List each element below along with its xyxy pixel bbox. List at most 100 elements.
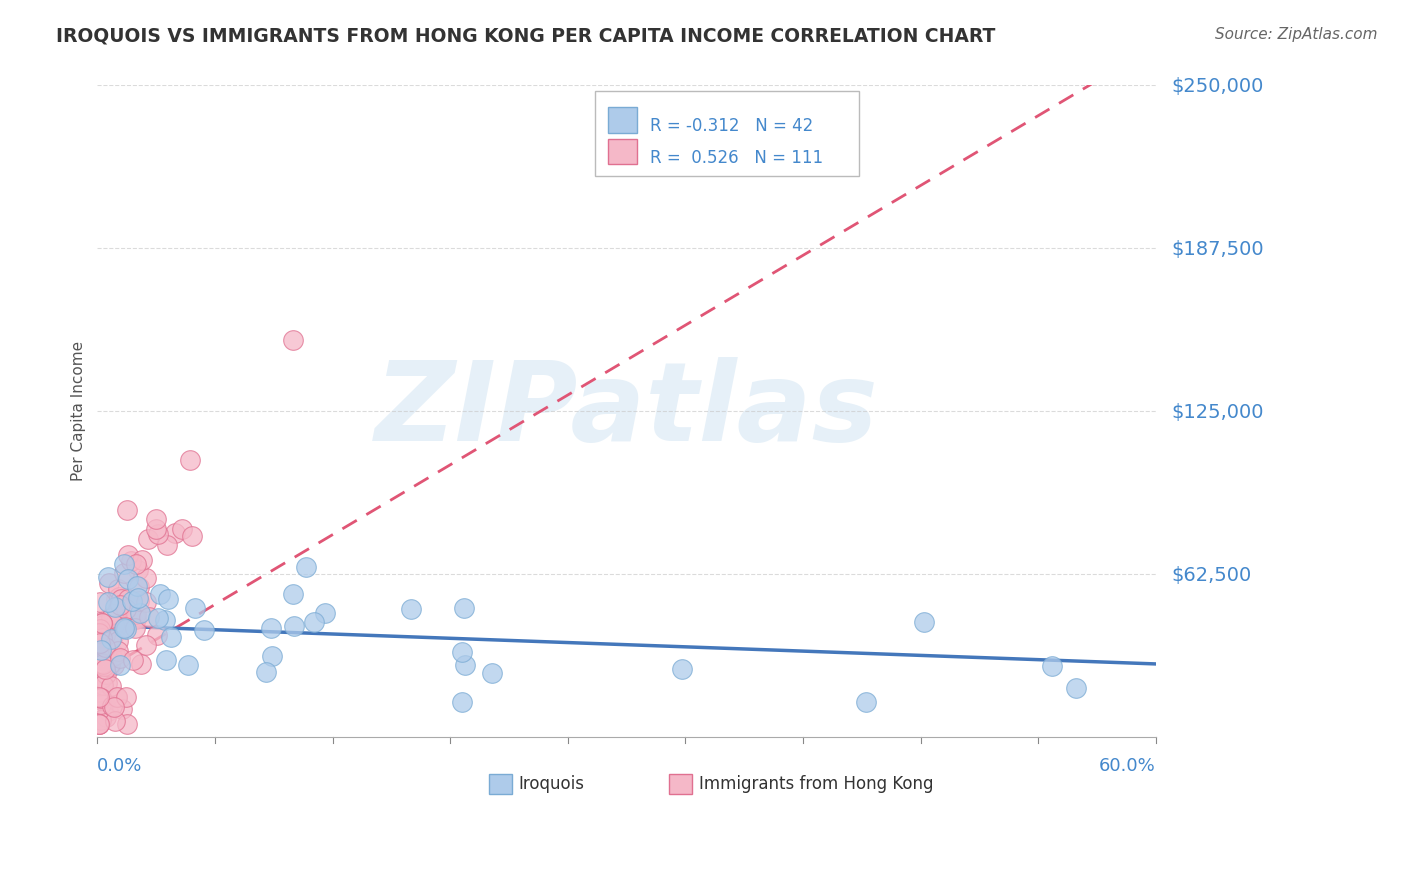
Point xyxy=(100,658,122,673)
Point xyxy=(87,647,110,661)
Point xyxy=(91,671,114,685)
Text: 60.0%: 60.0% xyxy=(1099,756,1156,774)
Text: R =  0.526   N = 111: R = 0.526 N = 111 xyxy=(650,149,823,167)
Point xyxy=(127,579,149,593)
Point xyxy=(97,570,120,584)
Point xyxy=(104,599,127,614)
Point xyxy=(124,621,146,635)
Point xyxy=(108,658,131,673)
Y-axis label: Per Capita Income: Per Capita Income xyxy=(72,341,86,481)
Point xyxy=(115,622,138,636)
Point xyxy=(89,615,111,630)
Point xyxy=(125,558,148,572)
Point xyxy=(295,559,318,574)
Point xyxy=(97,704,120,718)
Point xyxy=(87,679,110,693)
Point xyxy=(283,618,305,632)
Point xyxy=(89,623,111,637)
Point xyxy=(110,701,132,715)
Point xyxy=(145,522,167,536)
Point xyxy=(104,648,127,662)
Point xyxy=(107,633,129,648)
Point xyxy=(314,606,336,620)
Point xyxy=(87,690,110,705)
Point xyxy=(87,716,110,731)
Point xyxy=(89,636,111,650)
Point xyxy=(135,595,157,609)
Point xyxy=(100,679,122,693)
Point xyxy=(283,587,305,601)
Point xyxy=(138,532,160,546)
Bar xyxy=(489,774,512,794)
Point xyxy=(148,611,170,625)
Point xyxy=(97,576,120,591)
Point xyxy=(912,615,935,629)
Text: Iroquois: Iroquois xyxy=(519,775,585,793)
Point xyxy=(146,527,169,541)
Point xyxy=(103,618,125,632)
Point xyxy=(91,648,114,662)
Point xyxy=(176,658,198,673)
Point xyxy=(260,648,283,663)
Point xyxy=(254,665,277,679)
Point xyxy=(105,592,128,607)
Bar xyxy=(607,107,637,133)
Point xyxy=(138,610,160,624)
Point xyxy=(128,593,150,607)
Point xyxy=(90,690,112,705)
Point xyxy=(121,612,143,626)
Point xyxy=(135,571,157,585)
Point xyxy=(97,595,120,609)
Point xyxy=(855,695,877,709)
Point xyxy=(90,684,112,698)
Point xyxy=(87,627,110,641)
Point xyxy=(100,611,122,625)
Point xyxy=(107,644,129,658)
Point xyxy=(108,599,131,613)
Point xyxy=(153,613,176,627)
Point xyxy=(450,695,472,709)
Point xyxy=(90,713,112,727)
Point xyxy=(107,590,129,604)
Point xyxy=(101,650,124,665)
Point xyxy=(172,522,194,536)
Point xyxy=(128,606,150,620)
Point xyxy=(90,616,112,631)
Point xyxy=(87,625,110,640)
Point xyxy=(90,643,112,657)
Point xyxy=(94,640,117,655)
Point xyxy=(107,617,129,632)
Point xyxy=(104,714,127,729)
Text: Source: ZipAtlas.com: Source: ZipAtlas.com xyxy=(1215,27,1378,42)
Point xyxy=(103,629,125,643)
Bar xyxy=(607,139,637,164)
FancyBboxPatch shape xyxy=(595,92,859,177)
Point xyxy=(115,502,138,516)
Point xyxy=(453,600,475,615)
Point xyxy=(146,627,169,641)
Point xyxy=(103,607,125,622)
Point xyxy=(128,580,150,594)
Point xyxy=(91,694,114,708)
Text: R = -0.312   N = 42: R = -0.312 N = 42 xyxy=(650,117,813,135)
Point xyxy=(131,553,153,567)
Point xyxy=(101,698,124,713)
Point xyxy=(117,548,139,562)
Text: ZIPatlas: ZIPatlas xyxy=(375,358,879,465)
Point xyxy=(91,678,114,692)
Point xyxy=(149,586,172,600)
Point xyxy=(93,694,115,708)
Point xyxy=(103,658,125,673)
Point xyxy=(112,566,135,580)
Point xyxy=(107,582,129,597)
Point xyxy=(117,572,139,586)
Point xyxy=(105,690,128,704)
Point xyxy=(91,661,114,675)
Point xyxy=(87,629,110,643)
Bar xyxy=(669,774,692,794)
Point xyxy=(98,642,121,657)
Point xyxy=(100,632,122,647)
Point xyxy=(87,717,110,731)
Point xyxy=(98,657,121,671)
Point xyxy=(1040,659,1063,673)
